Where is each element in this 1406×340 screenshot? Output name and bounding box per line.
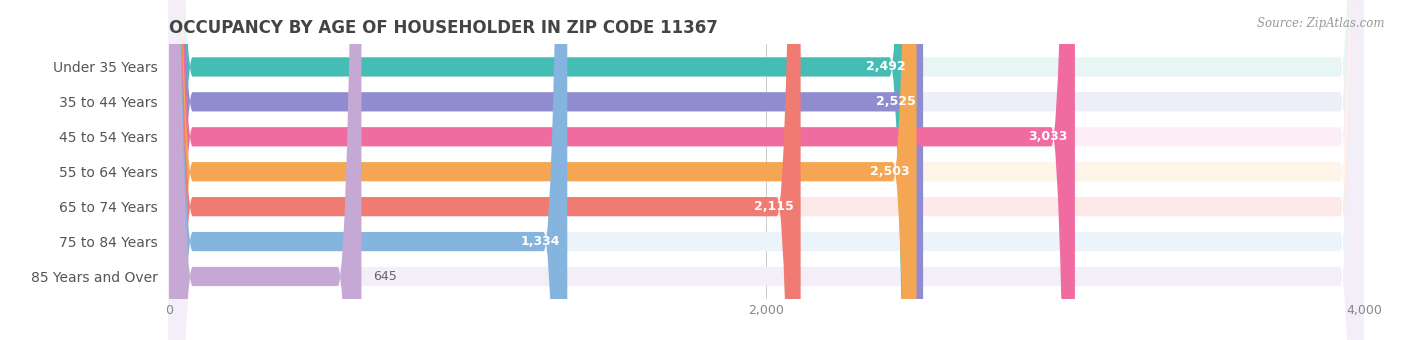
- Text: Source: ZipAtlas.com: Source: ZipAtlas.com: [1257, 17, 1385, 30]
- Text: 1,334: 1,334: [520, 235, 560, 248]
- Text: OCCUPANCY BY AGE OF HOUSEHOLDER IN ZIP CODE 11367: OCCUPANCY BY AGE OF HOUSEHOLDER IN ZIP C…: [169, 19, 717, 37]
- FancyBboxPatch shape: [169, 0, 567, 340]
- FancyBboxPatch shape: [169, 0, 1364, 340]
- Text: 2,503: 2,503: [870, 165, 910, 178]
- Text: 645: 645: [374, 270, 396, 283]
- Text: 2,115: 2,115: [754, 200, 793, 213]
- FancyBboxPatch shape: [169, 0, 914, 340]
- FancyBboxPatch shape: [169, 0, 800, 340]
- FancyBboxPatch shape: [169, 0, 1364, 340]
- FancyBboxPatch shape: [169, 0, 1364, 340]
- FancyBboxPatch shape: [169, 0, 924, 340]
- FancyBboxPatch shape: [169, 0, 361, 340]
- FancyBboxPatch shape: [169, 0, 1076, 340]
- Text: 2,492: 2,492: [866, 61, 905, 73]
- Text: 3,033: 3,033: [1028, 130, 1067, 143]
- FancyBboxPatch shape: [169, 0, 1364, 340]
- FancyBboxPatch shape: [169, 0, 1364, 340]
- FancyBboxPatch shape: [169, 0, 1364, 340]
- FancyBboxPatch shape: [169, 0, 917, 340]
- FancyBboxPatch shape: [169, 0, 1364, 340]
- Text: 2,525: 2,525: [876, 95, 915, 108]
